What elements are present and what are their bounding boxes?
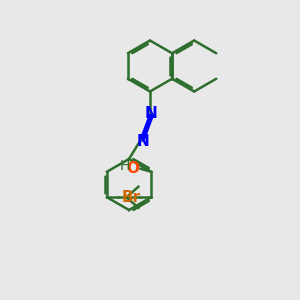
Text: H: H [119, 159, 130, 173]
Text: N: N [145, 106, 158, 122]
Text: Br: Br [122, 190, 141, 205]
Text: N: N [136, 134, 149, 148]
Text: O: O [127, 161, 140, 176]
